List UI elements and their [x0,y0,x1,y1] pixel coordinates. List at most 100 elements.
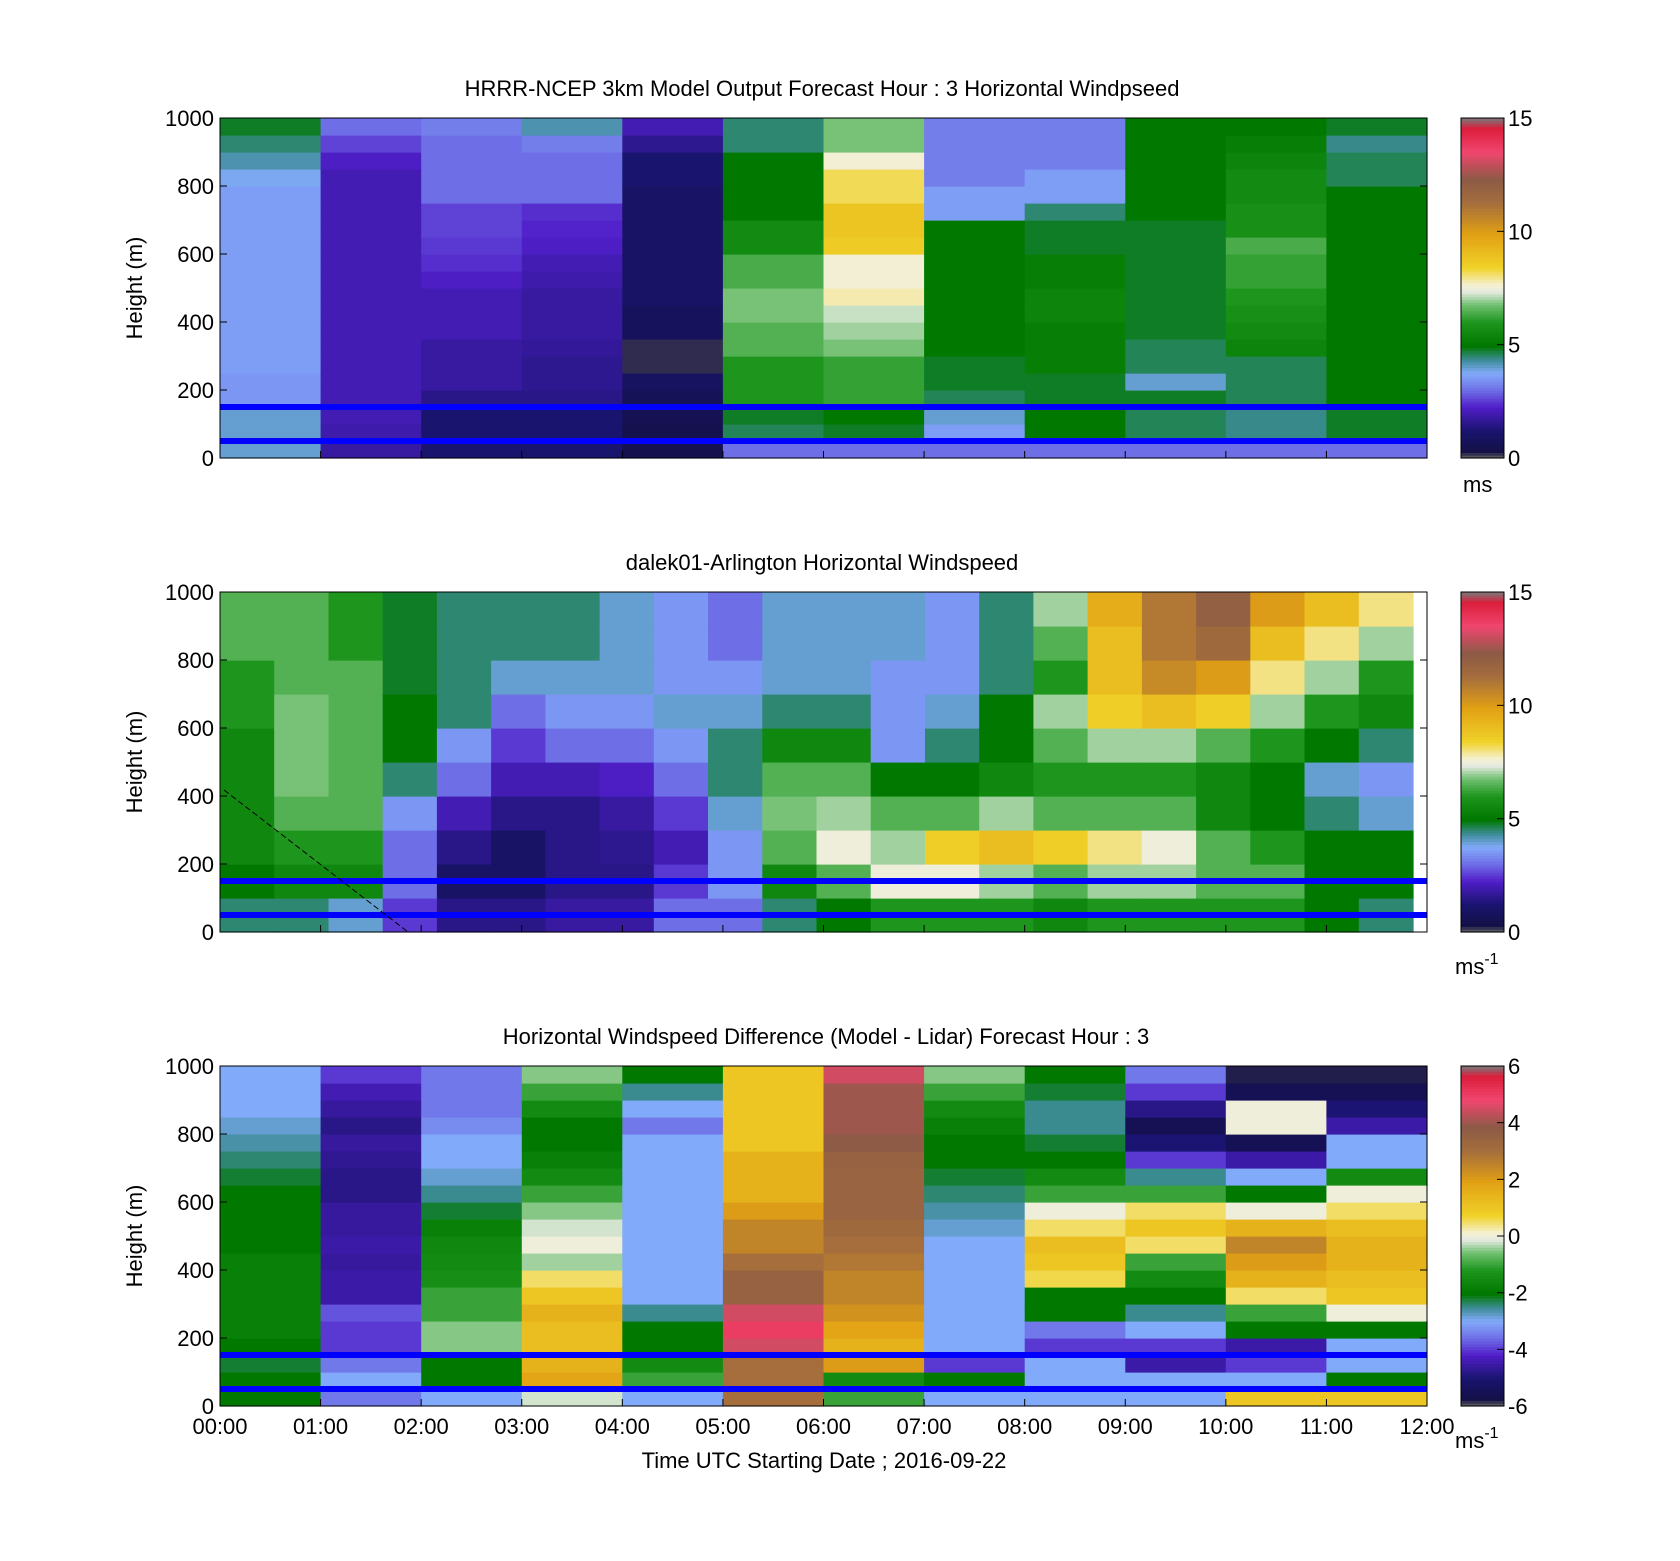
heatmap-cell [421,1287,523,1305]
heatmap-cell [1024,1083,1126,1101]
heatmap-cell [1024,1270,1126,1288]
heatmap-cell [220,796,275,831]
colorbar-segment [1461,626,1504,630]
colorbar-segment [1461,883,1504,888]
colorbar-segment [1461,694,1504,698]
colorbar-segment [1461,682,1504,687]
colorbar-segment [1461,1250,1504,1254]
y-tick-label: 600 [177,1190,214,1215]
colorbar-segment [1461,353,1504,357]
heatmap-cell [622,152,724,170]
heatmap-cell [722,373,825,391]
colorbar-segment [1461,713,1504,718]
heatmap-cell [823,1151,925,1169]
heatmap-cell [924,152,1026,170]
colorbar-segment [1461,739,1504,743]
heatmap-cell [1250,694,1306,729]
heatmap-cell [1024,1134,1126,1152]
colorbar-segment [1461,443,1504,448]
heatmap-cell [622,390,724,408]
colorbar-segment [1461,217,1504,221]
heatmap-cell [1125,1168,1227,1186]
colorbar-segment [1461,350,1504,354]
colorbar-segment [1461,855,1504,859]
heatmap-cell [1326,1117,1428,1135]
heatmap-cell [1304,728,1360,763]
heatmap-cell [1225,237,1327,255]
heatmap-cell [421,305,523,323]
colorbar-segment [1461,211,1504,215]
heatmap-cell [1225,1270,1327,1288]
colorbar-segment [1461,1394,1504,1399]
heatmap-cell [870,660,926,695]
heatmap-cell [328,728,384,763]
heatmap-cell [521,1168,623,1186]
colorbar-segment [1461,776,1504,780]
colorbar-segment [1461,1241,1504,1246]
colorbar-segment [1461,838,1504,842]
colorbar-segment [1461,821,1504,825]
colorbar-segment [1461,1352,1504,1356]
heatmap-cell [708,660,763,695]
heatmap-cell [521,220,623,238]
colorbar-segment [1461,1111,1504,1115]
heatmap-cell [708,694,763,729]
colorbar-segment [1461,1210,1504,1214]
heatmap-cell [1196,762,1251,797]
colorbar-segment [1461,228,1504,232]
heatmap-cell [1024,441,1126,459]
x-tick-label: 07:00 [897,1414,952,1439]
heatmap-cell [274,762,329,797]
heatmap-cell [622,407,724,425]
heatmap-cell [421,186,523,204]
heatmap-cell [1024,118,1126,136]
heatmap-cell [924,1236,1026,1254]
heatmap-cell [491,796,546,831]
heatmap-cell [1141,728,1197,763]
heatmap-cell [1196,694,1251,729]
y-tick-label: 1000 [165,106,214,131]
colorbar-segment [1461,1258,1504,1263]
heatmap-cell [1125,1372,1227,1390]
colorbar-segment [1461,654,1504,658]
heatmap-cell [220,1151,322,1169]
heatmap-cell [421,1151,523,1169]
heatmap-cell [1125,1236,1227,1254]
colorbar-segment [1461,404,1504,408]
heatmap-cell [1225,339,1327,357]
heatmap-cell [1141,592,1197,627]
heatmap-cell [1225,322,1327,340]
heatmap-cell [1304,660,1360,695]
colorbar-segment [1461,285,1504,289]
heatmap-cell [925,694,980,729]
heatmap-cell [421,1219,523,1237]
heatmap-cell [320,1117,422,1135]
colorbar-segment [1461,1304,1504,1308]
heatmap-cell [924,1338,1026,1356]
heatmap-cell [1125,1083,1227,1101]
heatmap-cell [320,1185,422,1203]
heatmap-cell [816,830,872,865]
panel-lidar-plot [220,592,1427,933]
panel-lidar-ticks [219,591,1428,933]
heatmap-cell [708,762,763,797]
colorbar-segment [1461,288,1504,292]
colorbar-segment [1461,279,1504,283]
colorbar-segment [1461,118,1504,122]
heatmap-cell [1125,1338,1227,1356]
heatmap-cell [320,1338,422,1356]
colorbar-segment [1461,163,1504,167]
colorbar-segment [1461,341,1504,346]
panel-difference-plot [220,1066,1428,1407]
heatmap-cell [1326,305,1428,323]
heatmap-cell [1125,288,1227,306]
colorbar-segment [1461,149,1504,153]
heatmap-cell [1326,254,1428,272]
colorbar-segment [1461,1329,1504,1333]
heatmap-cell [653,796,709,831]
colorbar-segment [1461,597,1504,602]
heatmap-cell [521,1304,623,1322]
colorbar-segment [1461,813,1504,817]
heatmap-cell [708,796,763,831]
heatmap-cell [622,1151,724,1169]
